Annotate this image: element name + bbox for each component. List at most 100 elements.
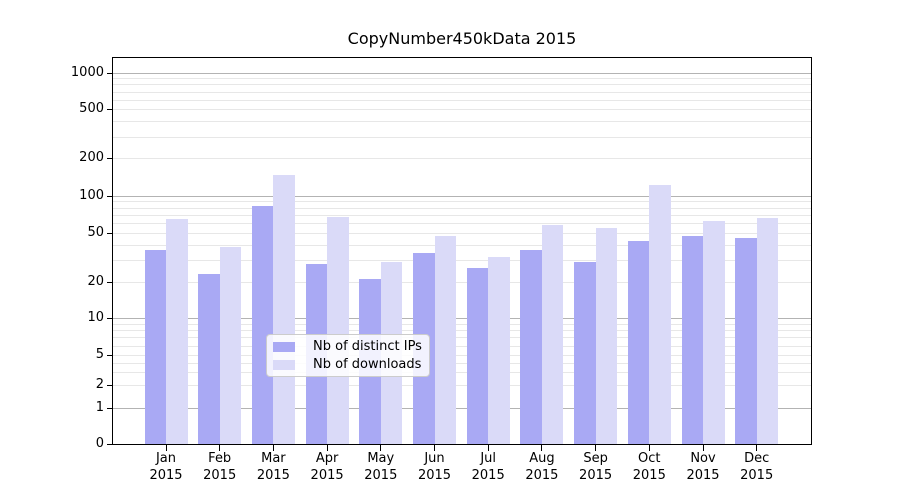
gridline-minor bbox=[113, 337, 811, 339]
legend-label-distinct-ips: Nb of distinct IPs bbox=[313, 339, 422, 354]
x-label-year: 2015 bbox=[740, 468, 774, 483]
x-tick-label-sep: Sep 2015 bbox=[568, 450, 624, 484]
gridline-minor bbox=[113, 232, 811, 234]
gridline-minor bbox=[113, 323, 811, 325]
x-label-year: 2015 bbox=[256, 468, 290, 483]
gridline-minor bbox=[113, 330, 811, 332]
x-tick-apr bbox=[326, 445, 328, 451]
y-tick-label-2: 2 bbox=[95, 377, 104, 392]
gridline-minor bbox=[113, 244, 811, 246]
y-tick-label-500: 500 bbox=[79, 101, 104, 117]
bar-jan-distinct-ips bbox=[144, 250, 166, 444]
y-tick-1000 bbox=[107, 73, 113, 74]
y-tick-100 bbox=[107, 196, 113, 197]
bar-sep-distinct-ips bbox=[574, 261, 596, 444]
gridline-minor bbox=[113, 121, 811, 123]
legend-swatch-distinct-ips bbox=[273, 341, 295, 352]
x-tick-nov bbox=[702, 445, 704, 451]
gridline-major bbox=[113, 72, 811, 74]
y-tick-label-0: 0 bbox=[95, 436, 104, 451]
gridline-minor bbox=[113, 136, 811, 138]
bar-aug-downloads bbox=[541, 224, 564, 444]
gridline-minor bbox=[113, 281, 811, 283]
x-tick-aug bbox=[541, 445, 543, 451]
bar-nov-downloads bbox=[703, 221, 725, 444]
y-tick-label-20: 20 bbox=[87, 273, 104, 289]
x-label-month: Mar bbox=[261, 451, 286, 466]
bar-nov-distinct-ips bbox=[681, 236, 703, 444]
x-tick-jan bbox=[165, 445, 167, 451]
x-tick-may bbox=[380, 445, 382, 451]
y-tick-2 bbox=[107, 385, 113, 386]
y-tick-50 bbox=[107, 233, 113, 234]
x-label-month: Feb bbox=[208, 451, 232, 466]
bar-mar-distinct-ips bbox=[251, 206, 274, 444]
y-tick-5 bbox=[107, 355, 113, 356]
x-label-month: Apr bbox=[315, 451, 339, 466]
x-tick-label-mar: Mar 2015 bbox=[245, 450, 301, 484]
bar-oct-distinct-ips bbox=[627, 240, 650, 444]
gridline-minor bbox=[113, 371, 811, 373]
gridline-minor bbox=[113, 158, 811, 160]
gridline-minor bbox=[113, 91, 811, 93]
x-label-year: 2015 bbox=[203, 468, 237, 483]
bar-dec-distinct-ips bbox=[735, 238, 757, 444]
x-label-year: 2015 bbox=[686, 468, 720, 483]
x-tick-label-dec: Dec 2015 bbox=[729, 450, 785, 484]
x-tick-label-oct: Oct 2015 bbox=[621, 450, 677, 484]
x-label-month: Jan bbox=[155, 451, 177, 466]
gridline-major bbox=[113, 318, 811, 320]
x-tick-label-apr: Apr 2015 bbox=[299, 450, 355, 484]
bar-feb-distinct-ips bbox=[198, 274, 220, 444]
x-tick-dec bbox=[756, 445, 758, 451]
x-tick-oct bbox=[648, 445, 650, 451]
gridline-major bbox=[113, 407, 811, 409]
x-label-month: Dec bbox=[744, 451, 770, 466]
bar-apr-downloads bbox=[327, 217, 349, 444]
x-label-month: Oct bbox=[638, 451, 661, 466]
y-tick-0 bbox=[107, 444, 113, 445]
legend-label-downloads: Nb of downloads bbox=[313, 357, 422, 372]
legend-item-distinct-ips: Nb of distinct IPs bbox=[273, 339, 422, 354]
x-label-year: 2015 bbox=[417, 468, 452, 483]
x-label-month: May bbox=[367, 451, 395, 466]
x-label-year: 2015 bbox=[364, 468, 398, 483]
y-tick-label-1000: 1000 bbox=[70, 64, 104, 80]
y-tick-label-50: 50 bbox=[87, 224, 104, 240]
legend: Nb of distinct IPs Nb of downloads bbox=[266, 334, 430, 377]
gridline-minor bbox=[113, 214, 811, 216]
plot-area bbox=[112, 57, 812, 445]
gridline-minor bbox=[113, 207, 811, 209]
bar-jul-distinct-ips bbox=[466, 267, 489, 444]
gridline-minor bbox=[113, 222, 811, 224]
bar-mar-downloads bbox=[273, 175, 295, 444]
bar-dec-downloads bbox=[756, 217, 779, 444]
y-tick-500 bbox=[107, 109, 113, 110]
x-label-year: 2015 bbox=[632, 468, 666, 483]
y-tick-label-1: 1 bbox=[95, 399, 104, 415]
x-label-month: Jul bbox=[480, 451, 497, 466]
x-label-month: Aug bbox=[529, 451, 555, 466]
x-tick-label-may: May 2015 bbox=[353, 450, 409, 484]
y-tick-20 bbox=[107, 282, 113, 283]
x-tick-label-jun: Jun 2015 bbox=[407, 450, 463, 484]
chart-title: CopyNumber450kData 2015 bbox=[347, 29, 577, 48]
legend-swatch-downloads bbox=[273, 359, 295, 370]
x-tick-sep bbox=[595, 445, 597, 451]
gridline-major bbox=[113, 195, 811, 197]
legend-item-downloads: Nb of downloads bbox=[273, 357, 421, 372]
y-tick-label-200: 200 bbox=[79, 150, 104, 166]
bar-jun-downloads bbox=[434, 236, 456, 444]
gridline-minor bbox=[113, 109, 811, 111]
x-tick-label-nov: Nov 2015 bbox=[675, 450, 731, 484]
x-label-month: Nov bbox=[690, 451, 716, 466]
y-tick-label-5: 5 bbox=[95, 347, 104, 363]
x-label-month: Sep bbox=[583, 451, 608, 466]
bar-oct-downloads bbox=[649, 184, 671, 444]
bar-jul-downloads bbox=[488, 256, 510, 444]
y-tick-label-100: 100 bbox=[79, 187, 104, 203]
y-tick-200 bbox=[107, 158, 113, 159]
gridline-minor bbox=[113, 385, 811, 386]
x-label-year: 2015 bbox=[310, 468, 344, 483]
